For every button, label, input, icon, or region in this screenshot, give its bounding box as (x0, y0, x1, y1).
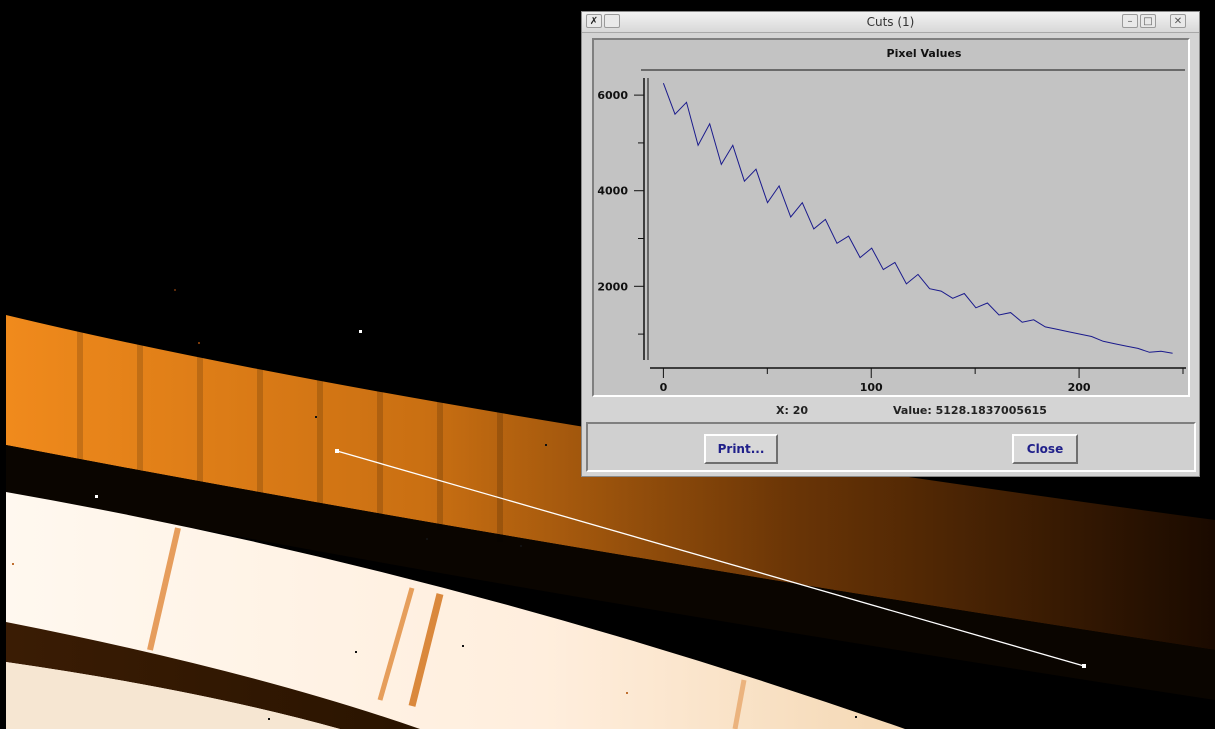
bottom-white-strip (6, 662, 340, 729)
emission-line (377, 587, 415, 701)
series-line (662, 83, 1173, 354)
cut-handle-start[interactable] (335, 449, 339, 453)
orange-band (6, 315, 1215, 650)
y-tick-label: 2000 (597, 280, 628, 293)
close-icon[interactable]: ✕ (1170, 14, 1186, 28)
x-tick-label: 200 (1068, 381, 1091, 394)
ticks: 6000 4000 2000 0 100 200 (597, 89, 1184, 394)
x-tick-label: 100 (860, 381, 883, 394)
hot-pixels (12, 289, 857, 720)
app-menu-icon[interactable]: ✗ (586, 14, 602, 28)
emission-line (147, 527, 181, 651)
maximize-icon[interactable]: □ (1140, 14, 1156, 28)
emission-line (732, 679, 747, 729)
close-button[interactable]: Close (1012, 434, 1078, 464)
bright-band (6, 492, 905, 729)
window-menu-icon[interactable] (604, 14, 620, 28)
minimize-icon[interactable]: – (1122, 14, 1138, 28)
x-readout: X: 20 (776, 404, 809, 417)
window-title: Cuts (1) (866, 15, 915, 29)
button-panel: Print... Close (586, 422, 1196, 472)
band-striations (77, 330, 503, 542)
x-tick-label: 0 (660, 381, 668, 394)
pixel-values-chart[interactable]: Pixel Values 6000 4000 2000 0 100 200 (594, 40, 1188, 395)
plot-frame: Pixel Values 6000 4000 2000 0 100 200 (592, 38, 1190, 397)
value-readout: Value: 5128.1837005615 (893, 404, 1047, 417)
cut-line[interactable] (336, 450, 1085, 667)
y-tick-label: 6000 (597, 89, 628, 102)
axes (643, 78, 1186, 369)
chart-title: Pixel Values (887, 47, 962, 60)
print-button[interactable]: Print... (704, 434, 778, 464)
cuts-window: ✗ Cuts (1) – □ ✕ Pixel Values 6000 4000 20… (581, 11, 1200, 477)
lower-dark-strip (6, 622, 420, 729)
dark-gap (6, 445, 1215, 700)
title-bar[interactable]: ✗ Cuts (1) – □ ✕ (582, 12, 1199, 33)
y-tick-label: 4000 (597, 185, 628, 198)
emission-line (408, 593, 444, 707)
cut-handle-end[interactable] (1082, 664, 1086, 668)
